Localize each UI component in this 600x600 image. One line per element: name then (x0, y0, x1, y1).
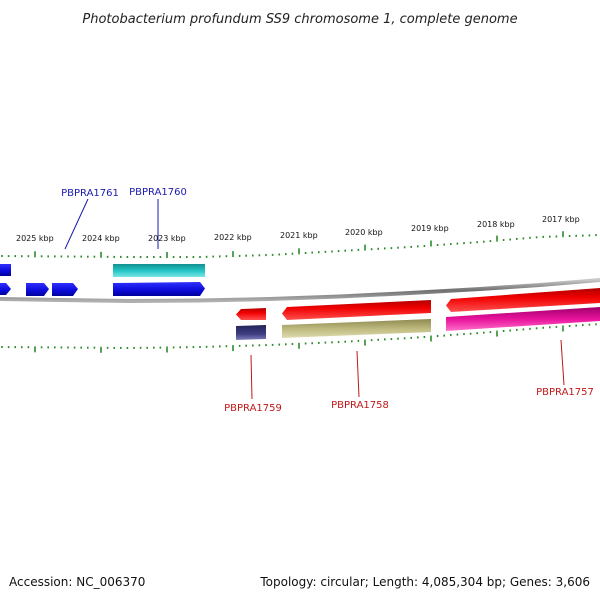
gene-olive-PBPRA1758[interactable] (282, 319, 431, 338)
accession-text: Accession: NC_006370 (9, 575, 145, 589)
scale-label-2021: 2021 kbp (280, 231, 318, 240)
gene-blue-4[interactable] (113, 282, 205, 296)
gene-blue-2[interactable] (0, 283, 11, 295)
scale-label-2018: 2018 kbp (477, 220, 515, 229)
gene-navy-1[interactable] (236, 325, 266, 340)
gene-blue-PBPRA1761[interactable] (52, 283, 78, 296)
forward-genes (0, 264, 205, 296)
callout-line-PBPRA1757 (560, 339, 565, 386)
gene-blue-3[interactable] (26, 283, 49, 296)
scale-label-2019: 2019 kbp (411, 224, 449, 233)
gene-red-PBPRA1757[interactable] (446, 288, 600, 312)
gene-red-2[interactable] (282, 300, 431, 320)
gene-label-PBPRA1761[interactable]: PBPRA1761 (61, 188, 119, 199)
gene-label-PBPRA1759[interactable]: PBPRA1759 (224, 403, 282, 414)
scale-label-2020: 2020 kbp (345, 228, 383, 237)
scale-labels: 2025 kbp 2024 kbp 2023 kbp 2022 kbp 2021… (16, 215, 580, 243)
gene-blue-1[interactable] (0, 264, 11, 276)
gene-label-PBPRA1757[interactable]: PBPRA1757 (536, 387, 594, 398)
callout-line-PBPRA1759 (250, 354, 253, 400)
callout-line-PBPRA1758 (356, 350, 360, 398)
gene-label-PBPRA1760[interactable]: PBPRA1760 (129, 187, 187, 198)
scale-label-2025: 2025 kbp (16, 234, 54, 243)
scale-label-2017: 2017 kbp (542, 215, 580, 224)
forward-scale-track (1, 231, 597, 258)
scale-label-2023: 2023 kbp (148, 234, 186, 243)
map-title: Photobacterium profundum SS9 chromosome … (82, 12, 517, 27)
scale-label-2022: 2022 kbp (214, 233, 252, 242)
callout-lines (64, 198, 565, 400)
reverse-scale-track (1, 323, 597, 353)
callout-line-PBPRA1761 (64, 198, 89, 250)
gene-red-PBPRA1759[interactable] (236, 308, 266, 320)
scale-label-2024: 2024 kbp (82, 234, 120, 243)
gene-labels: PBPRA1761 PBPRA1760 PBPRA1759 PBPRA1758 … (61, 187, 594, 414)
gene-cyan-PBPRA1760[interactable] (113, 264, 205, 277)
reverse-genes (236, 288, 600, 340)
gene-label-PBPRA1758[interactable]: PBPRA1758 (331, 400, 389, 411)
genome-summary-text: Topology: circular; Length: 4,085,304 bp… (259, 575, 590, 589)
gene-magenta-1[interactable] (446, 307, 600, 331)
chromosome-backbone (0, 278, 600, 304)
